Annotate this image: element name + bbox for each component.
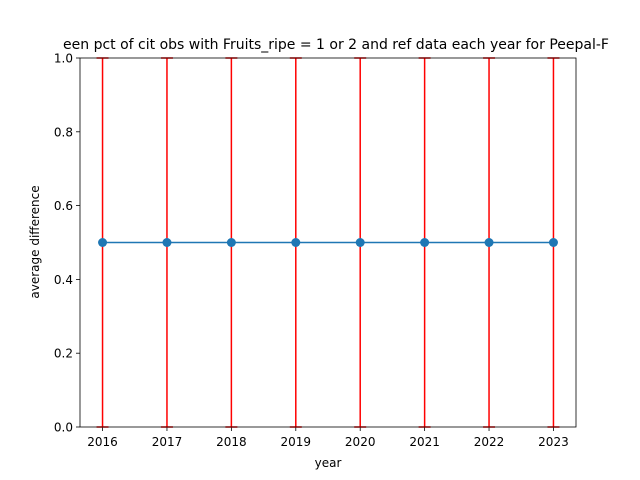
data-point — [98, 238, 108, 247]
x-tick-label: 2023 — [538, 435, 569, 449]
data-point — [226, 238, 236, 247]
x-tick-label: 2016 — [87, 435, 118, 449]
chart-title: een pct of cit obs with Fruits_ripe = 1 … — [63, 37, 609, 53]
y-tick-label: 0.8 — [54, 125, 73, 139]
y-tick-label: 0.6 — [54, 199, 73, 213]
x-axis-label: year — [315, 456, 342, 470]
y-tick-label: 0.0 — [54, 421, 73, 435]
data-point — [420, 238, 430, 247]
x-tick-label: 2017 — [152, 435, 183, 449]
y-axis-label: average difference — [28, 185, 42, 298]
x-tick-label: 2019 — [281, 435, 312, 449]
x-tick-label: 2022 — [474, 435, 505, 449]
y-tick-label: 0.4 — [54, 273, 73, 287]
x-tick-label: 2021 — [409, 435, 440, 449]
data-point — [484, 238, 494, 247]
axes-frame — [79, 57, 577, 428]
data-point — [548, 238, 558, 247]
data-point — [355, 238, 365, 247]
y-tick-label: 1.0 — [54, 52, 73, 66]
data-point — [291, 238, 301, 247]
data-point — [162, 238, 172, 247]
y-tick-label: 0.2 — [54, 347, 73, 361]
x-tick-label: 2018 — [216, 435, 247, 449]
plot-area: 0.0 0.2 0.4 0.6 0.8 1.0 2016 2017 2018 2019 2020 20… — [54, 52, 577, 449]
x-tick-label: 2020 — [345, 435, 376, 449]
